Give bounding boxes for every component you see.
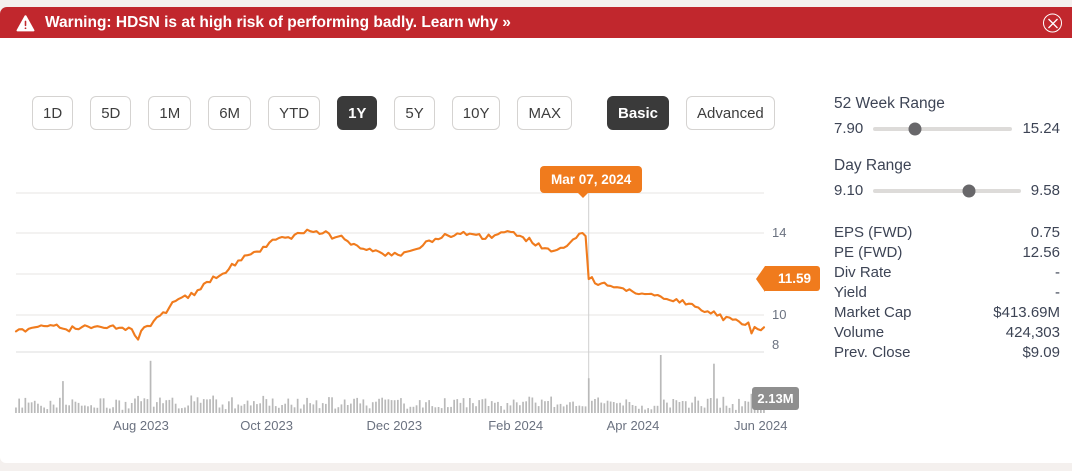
svg-text:10: 10 bbox=[772, 307, 786, 322]
svg-text:Feb 2024: Feb 2024 bbox=[488, 418, 543, 433]
svg-text:Aug 2023: Aug 2023 bbox=[113, 418, 169, 433]
svg-text:Dec 2023: Dec 2023 bbox=[366, 418, 422, 433]
svg-text:14: 14 bbox=[772, 225, 786, 240]
svg-text:Apr 2024: Apr 2024 bbox=[607, 418, 660, 433]
svg-text:8: 8 bbox=[772, 337, 779, 352]
svg-text:Jun 2024: Jun 2024 bbox=[734, 418, 788, 433]
svg-text:Oct 2023: Oct 2023 bbox=[240, 418, 293, 433]
